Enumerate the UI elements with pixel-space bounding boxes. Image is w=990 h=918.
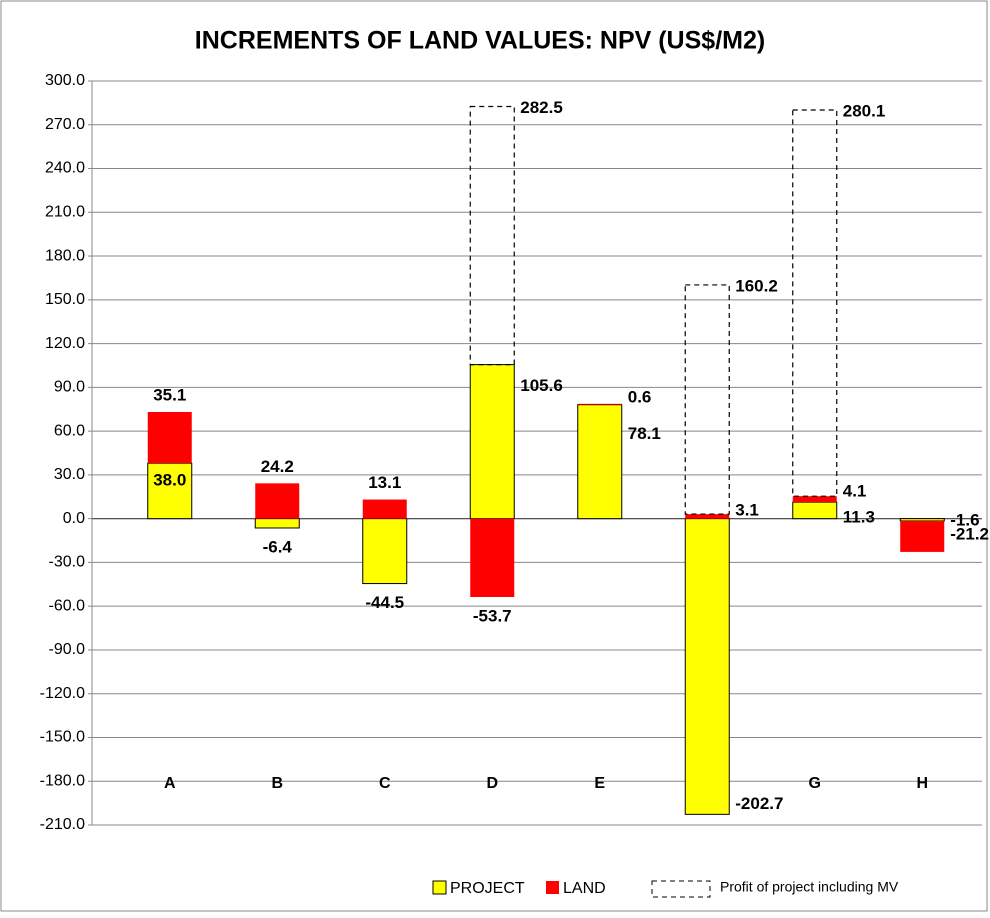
data-label: -53.7 — [473, 606, 512, 625]
bar-segment — [362, 518, 408, 585]
y-tick-label: -90.0 — [49, 641, 86, 658]
data-label: 13.1 — [368, 473, 401, 492]
x-tick-label: D — [486, 775, 498, 792]
bar-segment — [900, 520, 945, 552]
y-tick-label: 90.0 — [54, 379, 85, 396]
bar-segment — [684, 518, 730, 815]
y-tick-label: 240.0 — [45, 160, 85, 177]
y-tick-label: -210.0 — [40, 816, 85, 833]
y-tick-label: 300.0 — [45, 72, 85, 89]
legend-swatch — [651, 880, 711, 898]
y-tick-label: -120.0 — [40, 685, 85, 702]
x-tick-label: G — [809, 775, 821, 792]
data-label: -202.7 — [735, 794, 783, 813]
bar-segment — [792, 496, 837, 503]
data-label: 105.6 — [520, 376, 563, 395]
data-label: 282.5 — [520, 98, 563, 117]
y-tick-label: -150.0 — [40, 729, 85, 746]
y-tick-label: 150.0 — [45, 291, 85, 308]
legend: PROJECT LAND Profit of project including… — [432, 879, 899, 898]
bar-segment — [147, 462, 193, 520]
y-tick-label: 120.0 — [45, 335, 85, 352]
data-label: -6.4 — [263, 537, 293, 556]
data-label: -21.2 — [950, 524, 989, 543]
bar-segment — [362, 499, 407, 519]
legend-label: PROJECT — [450, 880, 525, 897]
bar-segment — [147, 412, 192, 464]
profit-box — [469, 105, 515, 366]
legend-swatch — [546, 881, 559, 894]
data-label: 11.3 — [843, 508, 875, 527]
data-label: 78.1 — [628, 424, 661, 443]
data-label: 38.0 — [153, 471, 186, 490]
legend-label: Profit of project including MV — [720, 879, 899, 895]
x-tick-label: A — [164, 775, 176, 792]
bar-segment — [577, 403, 622, 405]
y-tick-label: -30.0 — [49, 554, 86, 571]
bar-segment — [792, 501, 838, 520]
y-tick-label: -180.0 — [40, 772, 85, 789]
data-label: 160.2 — [735, 276, 778, 295]
y-tick-label: 30.0 — [54, 466, 85, 483]
y-tick-label: 210.0 — [45, 204, 85, 221]
bar-segment — [685, 514, 730, 519]
legend-swatch — [432, 880, 447, 895]
data-label: 3.1 — [735, 501, 759, 520]
y-tick-label: 0.0 — [63, 510, 85, 527]
bar-segment — [255, 483, 300, 519]
x-tick-label: B — [271, 775, 283, 792]
bar-segment — [899, 518, 945, 522]
profit-box — [792, 109, 838, 497]
x-tick-label: C — [379, 775, 391, 792]
y-tick-label: 270.0 — [45, 116, 85, 133]
data-label: -44.5 — [365, 593, 404, 612]
bar-segment — [469, 364, 515, 520]
data-label: 24.2 — [261, 457, 294, 476]
x-tick-label: H — [916, 775, 928, 792]
data-label: 0.6 — [628, 387, 652, 406]
profit-box — [684, 284, 730, 515]
y-tick-label: 180.0 — [45, 247, 85, 264]
data-label: 280.1 — [843, 102, 886, 121]
y-tick-label: -60.0 — [49, 597, 86, 614]
bar-segment — [254, 518, 300, 529]
legend-label: LAND — [563, 880, 606, 897]
data-label: 35.1 — [153, 385, 186, 404]
bar-segment — [577, 404, 623, 520]
x-tick-label: E — [594, 775, 605, 792]
data-label: -1.6 — [950, 510, 979, 529]
bar-segment — [470, 518, 515, 597]
data-label: 4.1 — [843, 482, 867, 501]
y-tick-label: 60.0 — [54, 422, 85, 439]
chart-title: INCREMENTS OF LAND VALUES: NPV (US$/M2) — [195, 27, 765, 55]
